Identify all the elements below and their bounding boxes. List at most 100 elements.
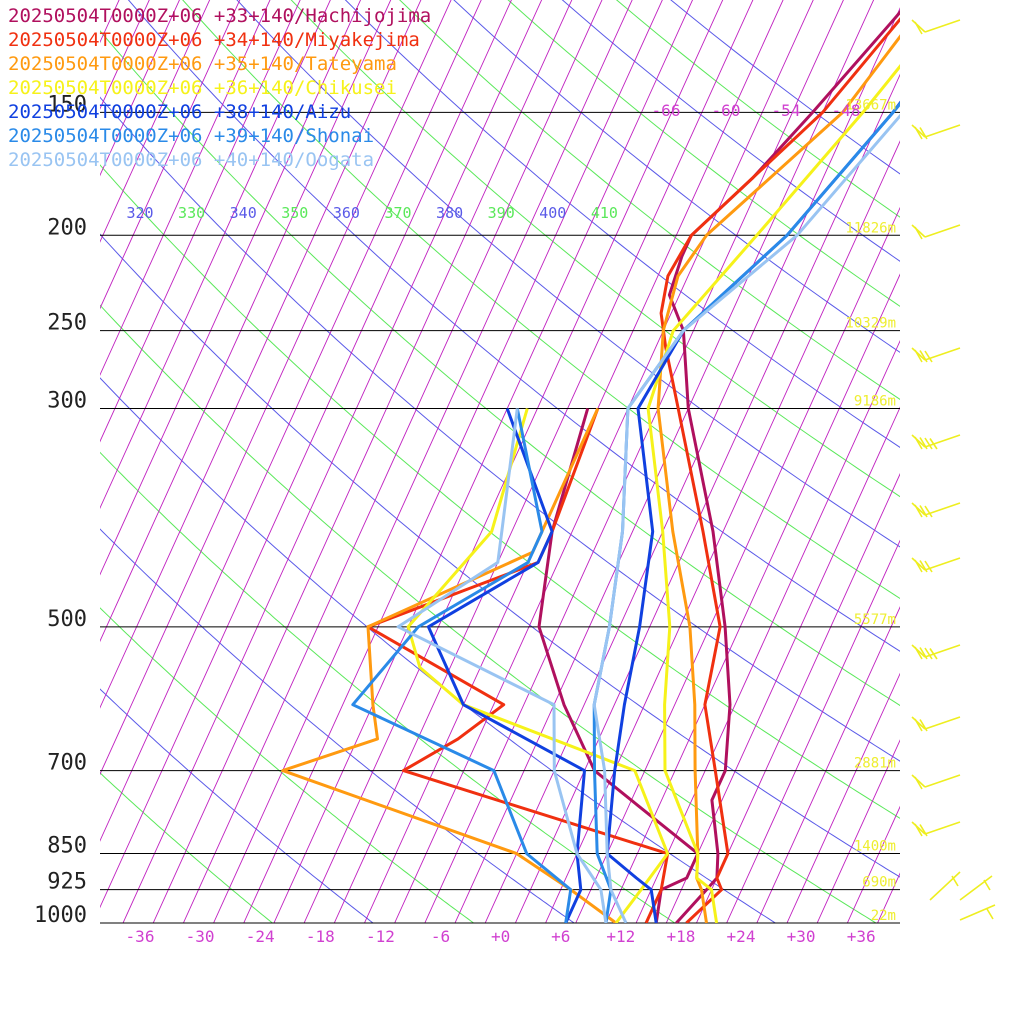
temperature-tick-label: -24 [246, 927, 275, 946]
isotherm-line [100, 0, 392, 643]
temperature-tick-label: +24 [727, 927, 756, 946]
upper-temperature-label: -66 [652, 101, 681, 120]
temperature-tick-label: -18 [306, 927, 335, 946]
isotherm-line [394, 0, 814, 923]
wind-barb [911, 716, 961, 732]
height-label: 1400m [854, 839, 896, 855]
isotherm-line [514, 73, 900, 923]
temperature-tick-label: +18 [666, 927, 695, 946]
isotherm-line [726, 539, 900, 923]
isotherm-line [424, 0, 844, 923]
isotherm-line [333, 0, 754, 923]
temperature-tick-label: -6 [431, 927, 450, 946]
pressure-tick-label: 850 [47, 834, 87, 859]
height-label: 2881m [854, 756, 896, 772]
temperature-tick-label: +30 [787, 927, 816, 946]
wind-barb [911, 502, 961, 518]
height-label: 22m [871, 908, 896, 924]
theta-label: 330 [178, 204, 205, 222]
theta-label: 400 [539, 204, 566, 222]
theta-line [182, 0, 900, 600]
height-label: 11826m [845, 220, 896, 236]
isotherm-line [100, 0, 452, 776]
legend-entry: 20250504T0000Z+06 +40+140/Oogata [8, 149, 375, 171]
theta-label: 410 [591, 204, 618, 222]
isotherm-line [0, 0, 5, 923]
upper-temperature-label: -48 [832, 101, 861, 120]
isotherm-line [152, 0, 573, 923]
theta-line [100, 30, 900, 707]
height-label: 10329m [845, 316, 896, 332]
wind-barb [911, 19, 961, 35]
temperature-line [605, 100, 900, 923]
temperature-tick-label: -36 [126, 927, 155, 946]
wind-barb [911, 124, 961, 140]
isotherm-line [696, 473, 900, 923]
isotherm-line [273, 0, 693, 923]
isotherm-line [100, 0, 271, 376]
theta-line [100, 607, 474, 923]
pressure-tick-label: 925 [47, 870, 87, 895]
pressure-tick-label: 150 [47, 92, 87, 117]
theta-line [290, 0, 900, 498]
isotherm-line [122, 0, 543, 923]
height-label: 9186m [854, 394, 896, 410]
theta-label: 350 [281, 204, 308, 222]
isotherm-line [998, 0, 1024, 923]
legend-entry: 20250504T0000Z+06 +33+140/Hachijojima [8, 5, 432, 27]
temperature-line [592, 101, 900, 923]
isotherm-line [182, 0, 603, 923]
axis-labels: 10016222m15013667m20011826m25010329m3009… [34, 92, 896, 946]
theta-line [100, 451, 676, 923]
temperature-tick-label: +6 [551, 927, 570, 946]
isotherms [0, 0, 1024, 923]
wind-barb [911, 821, 961, 837]
theta-label: 390 [488, 204, 515, 222]
wind-barb [911, 557, 961, 573]
theta-line [236, 0, 900, 548]
pressure-tick-label: 250 [47, 311, 87, 336]
isotherm-line [100, 0, 301, 443]
theta-line [100, 164, 900, 819]
theta-line [100, 528, 575, 923]
dewpoint-line [351, 408, 573, 923]
pressure-tick-label: 300 [47, 389, 87, 414]
theta-line [127, 0, 900, 652]
dewpoint-line [426, 407, 586, 923]
pressure-tick-label: 700 [47, 751, 87, 776]
isotherm-line [877, 872, 900, 923]
wind-barb [929, 871, 961, 901]
temperature-tick-label: -30 [186, 927, 215, 946]
theta-line [100, 304, 877, 923]
wind-barb [911, 224, 961, 240]
theta-label: 320 [126, 204, 153, 222]
theta-label: 370 [384, 204, 411, 222]
isotherm-line [100, 0, 482, 842]
temperature-line [659, 17, 900, 923]
theta-line [100, 96, 900, 762]
isotherm-line [908, 0, 1024, 923]
theta-label: 380 [436, 204, 463, 222]
theta-line [100, 233, 900, 878]
temperature-tick-label: +36 [847, 927, 876, 946]
isotherm-line [786, 672, 900, 923]
isotherm-line [968, 0, 1024, 923]
height-label: 690m [862, 875, 896, 891]
isotherm-line [100, 0, 362, 576]
legend-entry: 20250504T0000Z+06 +39+140/Shonai [8, 125, 375, 147]
isotherm-line [756, 606, 900, 923]
theta-line [344, 0, 900, 449]
pressure-tick-label: 1000 [34, 903, 87, 928]
legend-entry: 20250504T0000Z+06 +36+140/Chikusei [8, 77, 397, 99]
isotherm-line [575, 206, 900, 923]
isotherm-line [243, 0, 663, 923]
temperature-line [592, 113, 900, 923]
wind-barbs [911, 19, 996, 921]
isotherm-line [605, 273, 900, 923]
isotherm-line [665, 406, 900, 923]
dewpoint-line [396, 408, 608, 923]
isotherm-line [100, 0, 512, 909]
legend-entry: 20250504T0000Z+06 +38+140/Aizu [8, 101, 352, 123]
height-label: 5577m [854, 612, 896, 628]
